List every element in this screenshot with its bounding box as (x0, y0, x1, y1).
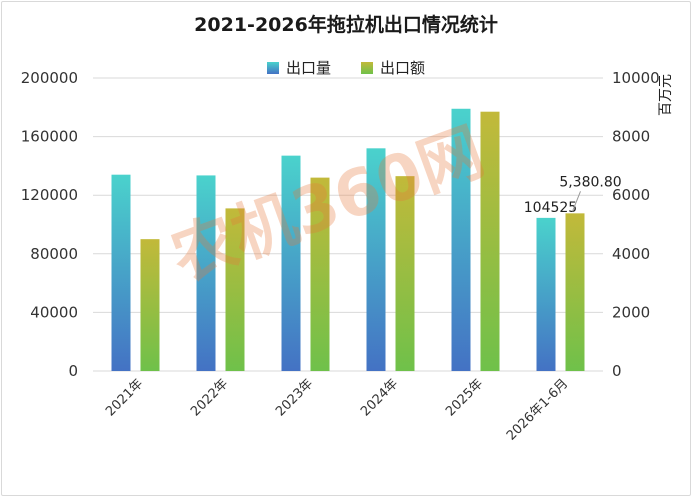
legend-swatch-value (361, 61, 373, 74)
legend-label-volume: 出口量 (285, 59, 331, 77)
x-tick-label: 2024年 (358, 376, 401, 419)
bar-value (225, 208, 245, 371)
legend: 出口量 出口额 (0, 57, 692, 78)
x-tick-label: 2021年 (103, 376, 146, 419)
x-tick-label: 2025年 (443, 376, 486, 419)
right-tick-label: 2000 (612, 303, 650, 321)
right-axis-ticks: 0 2000 4000 6000 8000 10000 (612, 69, 660, 380)
bar-value (395, 176, 415, 371)
leader-line (572, 191, 581, 212)
gridlines (93, 77, 603, 372)
right-tick-label: 8000 (612, 128, 650, 146)
x-tick-label: 2022年 (188, 376, 231, 419)
x-tick-label: 2023年 (273, 376, 316, 419)
x-tick-label: 2026年1-6月 (504, 376, 571, 443)
right-tick-label: 10000 (612, 69, 660, 87)
left-tick-label: 160000 (21, 128, 78, 146)
bar-value (140, 239, 160, 371)
data-label-volume: 104525 (524, 200, 577, 216)
data-label-value: 5,380.80 (559, 174, 621, 190)
right-axis-label: 百万元 (658, 74, 674, 116)
legend-swatch-volume (266, 61, 279, 74)
bar-value (310, 177, 330, 371)
bar-volume (451, 108, 471, 371)
left-tick-label: 40000 (30, 303, 78, 321)
legend-item-volume: 出口量 (266, 57, 331, 78)
bar-volume (536, 217, 556, 371)
left-tick-label: 120000 (21, 186, 78, 204)
left-tick-label: 200000 (21, 69, 78, 87)
bar-volume (281, 155, 301, 371)
right-tick-label: 6000 (612, 186, 650, 204)
bar-volume (111, 174, 131, 371)
legend-item-value: 出口额 (361, 57, 425, 78)
left-tick-label: 0 (68, 362, 78, 380)
chart-title: 2021-2026年拖拉机出口情况统计 (194, 14, 498, 36)
bar-value (565, 213, 585, 371)
right-tick-label: 4000 (612, 245, 650, 263)
left-axis-ticks: 0 40000 80000 120000 160000 200000 (21, 69, 78, 380)
bar-value (480, 111, 500, 371)
x-axis-ticks: 2021年 2022年 2023年 2024年 2025年 2026年1-6月 (103, 376, 571, 443)
bars (111, 108, 585, 371)
right-tick-label: 0 (612, 362, 622, 380)
left-tick-label: 80000 (30, 245, 78, 263)
bar-volume (366, 148, 386, 371)
data-labels: 104525 5,380.80 (524, 174, 622, 216)
bar-volume (196, 175, 216, 371)
legend-label-value: 出口额 (380, 59, 426, 77)
